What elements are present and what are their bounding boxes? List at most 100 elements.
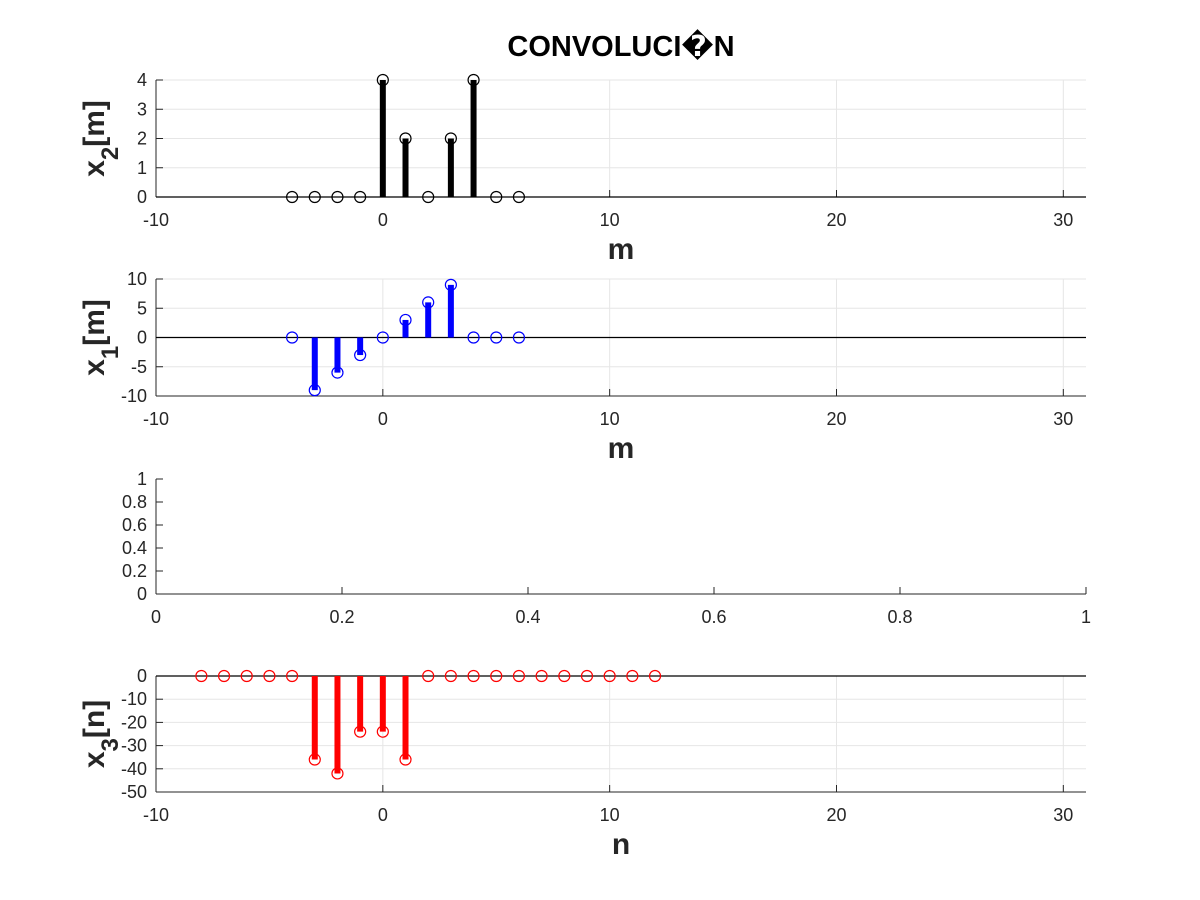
stem-marker [444, 132, 457, 145]
x-tick-label: 0.2 [329, 607, 354, 627]
stem-marker [490, 331, 503, 344]
x-tick-label: 0.4 [515, 607, 540, 627]
stem-marker [263, 669, 276, 683]
y-tick-label: 0 [137, 584, 147, 604]
y-axis-label-base: x [78, 751, 111, 768]
y-tick-label: 1 [137, 158, 147, 178]
x-tick-label: 0.6 [701, 607, 726, 627]
stem-marker [580, 669, 594, 683]
x-axis-label: m [608, 233, 635, 266]
subplot-4: -10 0 10 20 30 -50 -40 -30 -20 -10 0 n x3[n] [78, 666, 1086, 861]
y-tick-label: 2 [137, 129, 147, 149]
stem-marker [376, 331, 389, 344]
x-tick-label: 1 [1081, 607, 1091, 627]
stem-marker [376, 73, 389, 87]
subplot-3: 0 0.2 0.4 0.6 0.8 1 0 0.2 0.4 0.6 0.8 1 [122, 469, 1091, 627]
y-tick-label: -10 [121, 689, 147, 709]
stem-marker [422, 190, 435, 204]
stem-marker [376, 725, 389, 738]
stem-marker [467, 669, 480, 683]
x-tick-label: 10 [600, 210, 620, 230]
y-tick-label: 1 [137, 469, 147, 489]
stem-marker [217, 669, 231, 683]
x-tick-label: 10 [600, 805, 620, 825]
y-tick-label: 0.4 [122, 538, 147, 558]
y-axis-label: x2[m] [78, 100, 124, 177]
y-tick-label: 0 [137, 328, 147, 348]
stem-marker [354, 190, 367, 204]
y-axis-label: x1[m] [78, 299, 124, 376]
x-tick-label: 20 [826, 210, 846, 230]
stem-marker [467, 331, 480, 344]
stem-marker [444, 669, 457, 683]
stem-marker [308, 190, 321, 204]
stem-marker [240, 669, 253, 683]
x-tick-label: -10 [143, 210, 169, 230]
stem-marker [399, 313, 412, 327]
x-tick-label: 30 [1053, 805, 1073, 825]
x-tick-label: -10 [143, 805, 169, 825]
y-tick-label: -5 [131, 357, 147, 377]
stem-marker [490, 669, 503, 683]
stem-marker [399, 753, 412, 766]
y-tick-label: 0 [137, 187, 147, 207]
x-tick-label: 10 [600, 409, 620, 429]
y-tick-label: 0.8 [122, 492, 147, 512]
y-tick-label: 4 [137, 70, 147, 90]
x-tick-label: 30 [1053, 409, 1073, 429]
stem-marker [558, 669, 571, 683]
x-axis-label: m [608, 432, 635, 465]
stem-marker [354, 348, 367, 362]
figure-title: CONVOLUCI�N [507, 29, 734, 63]
y-tick-label: -20 [121, 712, 147, 732]
y-axis-label-suffix: [m] [78, 100, 111, 147]
x-tick-label: 0 [151, 607, 161, 627]
stem-marker [512, 190, 526, 204]
y-tick-label: 0 [137, 666, 147, 686]
y-tick-label: 0.2 [122, 561, 147, 581]
y-tick-label: -10 [121, 386, 147, 406]
y-tick-label: 0.6 [122, 515, 147, 535]
x-tick-label: 20 [826, 805, 846, 825]
y-tick-label: 5 [137, 298, 147, 318]
subplot-1: -10 0 10 20 30 0 1 2 3 4 m x2[m] [78, 70, 1086, 266]
stem-marker [285, 331, 299, 344]
y-axis-label-suffix: [m] [78, 299, 111, 346]
stem-marker [399, 132, 412, 145]
y-tick-label: 10 [127, 269, 147, 289]
subplot-2: -10 0 10 20 30 -10 -5 0 5 10 m x1[m] [78, 269, 1086, 465]
stem-marker [285, 669, 299, 683]
stem-marker [422, 296, 435, 309]
stem-marker [648, 669, 662, 683]
y-axis-label-suffix: [n] [78, 700, 111, 738]
stem-marker [331, 767, 344, 780]
x-tick-label: 0 [378, 210, 388, 230]
y-tick-label: -50 [121, 782, 147, 802]
stem-marker [331, 366, 344, 379]
stem-marker [195, 669, 208, 683]
stem-marker [354, 725, 367, 738]
stem-marker [285, 190, 299, 204]
y-tick-label: -30 [121, 736, 147, 756]
x-tick-label: -10 [143, 409, 169, 429]
stem-marker [512, 669, 526, 683]
y-tick-label: -40 [121, 759, 147, 779]
y-axis-label-base: x [78, 359, 111, 376]
stem-marker [603, 669, 616, 683]
stem-marker [308, 753, 321, 766]
x-tick-label: 0.8 [887, 607, 912, 627]
stem-marker [490, 190, 503, 204]
stem-marker [626, 669, 639, 683]
x-tick-label: 0 [378, 409, 388, 429]
y-axis-label-base: x [78, 160, 111, 177]
x-axis-label: n [612, 828, 630, 861]
stem-marker [422, 669, 435, 683]
x-tick-label: 20 [826, 409, 846, 429]
y-tick-label: 3 [137, 99, 147, 119]
x-tick-label: 0 [378, 805, 388, 825]
stem-marker [308, 384, 321, 397]
x-tick-label: 30 [1053, 210, 1073, 230]
stem-marker [467, 73, 480, 87]
